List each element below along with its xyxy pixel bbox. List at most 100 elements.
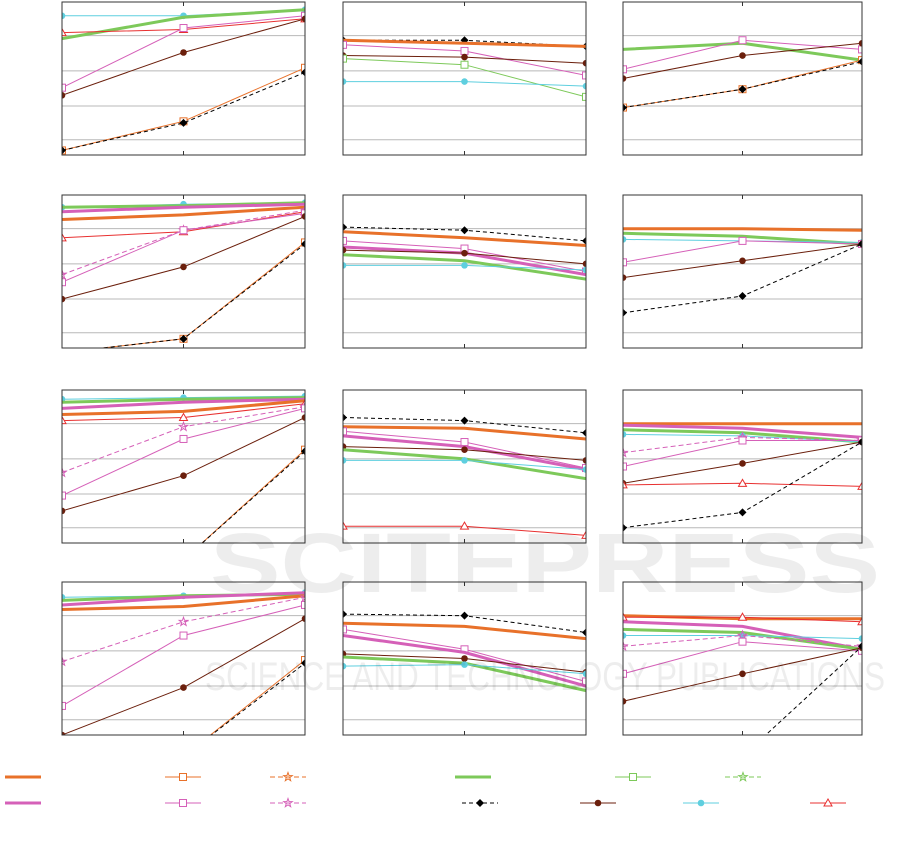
- series-line: [623, 620, 862, 651]
- series-line: [343, 634, 586, 688]
- marker: [460, 46, 469, 55]
- marker: [582, 457, 586, 464]
- frame: [61, 194, 306, 349]
- marker: [180, 752, 188, 760]
- marker: [343, 521, 348, 530]
- marker: [461, 446, 468, 453]
- marker: [460, 438, 469, 447]
- marker: [343, 40, 347, 49]
- marker: [299, 204, 305, 216]
- series-line: [62, 594, 305, 611]
- marker: [461, 78, 468, 85]
- marker: [736, 629, 749, 641]
- marker: [623, 523, 627, 532]
- marker: [623, 632, 627, 639]
- marker: [301, 615, 305, 623]
- marker: [738, 85, 747, 94]
- marker: [62, 415, 67, 425]
- marker: [739, 460, 746, 467]
- frame: [342, 581, 587, 736]
- panel: [622, 194, 863, 349]
- panel: [61, 581, 306, 760]
- marker: [623, 669, 627, 678]
- frame: [622, 389, 863, 544]
- marker: [343, 662, 347, 670]
- series-line: [623, 423, 862, 439]
- series-group: [623, 227, 862, 317]
- marker: [180, 263, 187, 271]
- series-line: [62, 202, 305, 214]
- marker: [180, 753, 187, 760]
- marker: [343, 457, 347, 464]
- marker: [582, 71, 586, 80]
- marker: [823, 797, 833, 807]
- marker: [738, 508, 747, 517]
- marker: [582, 677, 586, 686]
- panel: [622, 389, 863, 544]
- marker: [343, 223, 347, 232]
- marker: [62, 232, 67, 242]
- marker: [737, 478, 748, 487]
- marker: [180, 556, 187, 563]
- marker: [301, 404, 305, 413]
- marker: [739, 257, 746, 265]
- marker: [62, 701, 66, 710]
- marker: [62, 268, 68, 280]
- marker: [460, 416, 469, 425]
- marker: [629, 773, 637, 781]
- marker: [62, 83, 66, 92]
- series-line: [343, 425, 586, 441]
- series-line: [62, 417, 305, 512]
- panel: [58, 194, 306, 357]
- marker: [623, 698, 627, 705]
- marker: [858, 239, 862, 248]
- marker: [739, 52, 746, 59]
- panel: [342, 581, 587, 736]
- marker: [582, 628, 586, 637]
- panel: [61, 1, 306, 156]
- marker: [62, 92, 66, 99]
- series-group: [343, 413, 586, 539]
- panel: [342, 389, 587, 544]
- marker: [62, 491, 66, 500]
- marker: [623, 103, 627, 112]
- marker: [582, 428, 586, 437]
- marker: [301, 239, 305, 248]
- marker: [623, 65, 627, 74]
- marker: [179, 434, 188, 443]
- marker: [301, 15, 305, 23]
- marker: [581, 530, 586, 539]
- marker: [582, 670, 586, 678]
- marker: [582, 260, 586, 268]
- marker: [343, 413, 347, 422]
- marker: [62, 27, 67, 37]
- marker: [62, 295, 66, 303]
- marker: [623, 274, 627, 281]
- marker: [623, 236, 627, 243]
- panel: [619, 581, 863, 760]
- marker: [858, 57, 862, 66]
- frame: [342, 389, 587, 544]
- marker: [301, 659, 305, 668]
- marker: [623, 640, 629, 652]
- marker: [858, 635, 862, 642]
- marker: [739, 752, 747, 760]
- series-line: [201, 449, 305, 543]
- marker: [58, 349, 66, 357]
- marker: [343, 262, 347, 269]
- marker: [301, 63, 305, 72]
- marker: [343, 246, 347, 254]
- marker: [180, 49, 187, 56]
- marker: [282, 796, 294, 808]
- marker: [623, 446, 629, 458]
- marker: [582, 466, 586, 473]
- frame: [61, 581, 306, 736]
- marker: [857, 481, 862, 490]
- marker: [177, 615, 190, 627]
- marker: [856, 640, 862, 652]
- series-line: [623, 227, 862, 232]
- marker: [619, 752, 627, 760]
- marker: [737, 770, 749, 782]
- series-line: [623, 243, 862, 314]
- series-line: [343, 253, 586, 281]
